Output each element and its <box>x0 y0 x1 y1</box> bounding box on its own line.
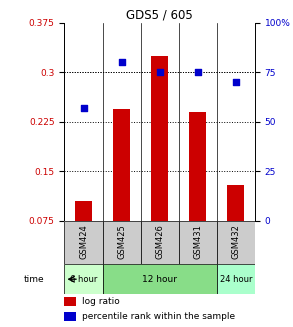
Text: GSM432: GSM432 <box>231 224 240 259</box>
Point <box>81 105 86 111</box>
Bar <box>64 264 103 294</box>
Bar <box>141 221 179 264</box>
Text: GSM426: GSM426 <box>155 224 164 259</box>
Text: GSM425: GSM425 <box>117 224 126 259</box>
Bar <box>189 112 206 221</box>
Text: GSM424: GSM424 <box>79 224 88 259</box>
Bar <box>179 221 217 264</box>
Bar <box>227 184 244 221</box>
Bar <box>217 264 255 294</box>
Text: GSM431: GSM431 <box>193 224 202 259</box>
Bar <box>64 221 103 264</box>
Text: 6 hour: 6 hour <box>70 275 97 284</box>
Bar <box>64 297 76 306</box>
Bar <box>103 221 141 264</box>
Point <box>157 70 162 75</box>
Bar <box>217 221 255 264</box>
Bar <box>64 312 76 321</box>
Bar <box>113 109 130 221</box>
Text: time: time <box>23 275 44 284</box>
Point <box>195 70 200 75</box>
Text: 24 hour: 24 hour <box>220 275 252 284</box>
Bar <box>103 264 217 294</box>
Bar <box>75 201 92 221</box>
Text: percentile rank within the sample: percentile rank within the sample <box>81 312 235 321</box>
Point <box>119 60 124 65</box>
Text: 12 hour: 12 hour <box>142 275 177 284</box>
Point <box>234 80 238 85</box>
Bar <box>151 56 168 221</box>
Text: log ratio: log ratio <box>81 297 119 306</box>
Title: GDS5 / 605: GDS5 / 605 <box>126 9 193 22</box>
